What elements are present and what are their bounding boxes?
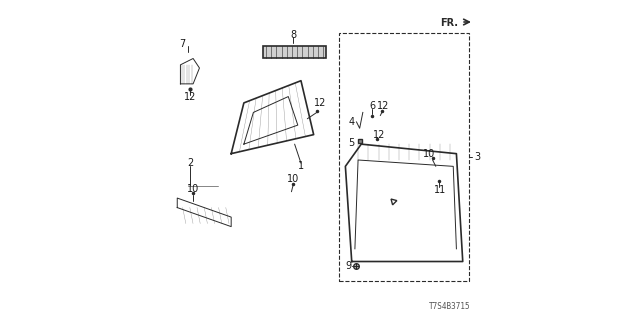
Text: 1: 1 [298,161,304,171]
Text: 12: 12 [314,98,326,108]
Text: 10: 10 [187,184,199,194]
Text: 3: 3 [474,152,480,162]
Text: 12: 12 [184,92,196,101]
Text: 4: 4 [349,117,355,127]
Text: 7: 7 [179,39,185,49]
Text: 10: 10 [287,174,299,184]
Text: 8: 8 [290,30,296,40]
Bar [339,33,469,281]
Text: 12: 12 [377,101,390,111]
Text: 6: 6 [369,101,376,111]
Text: T7S4B3715: T7S4B3715 [429,302,470,311]
Text: 5: 5 [349,138,355,148]
Text: 2: 2 [187,158,193,168]
Text: 12: 12 [372,130,385,140]
Text: 11: 11 [435,185,447,195]
Text: 10: 10 [423,149,436,159]
Text: 9: 9 [345,261,351,271]
Text: FR.: FR. [440,18,458,28]
Bar [263,46,326,59]
